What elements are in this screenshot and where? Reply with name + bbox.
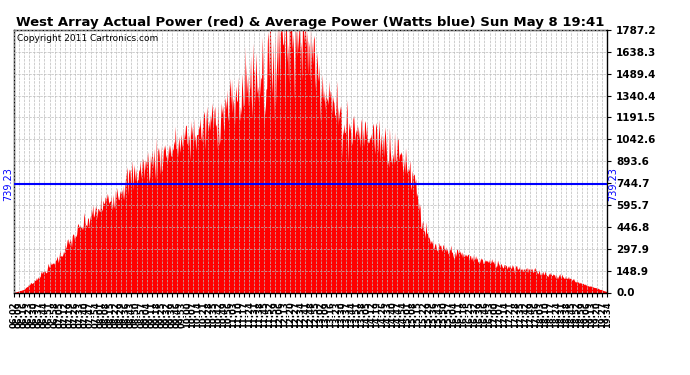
Text: Copyright 2011 Cartronics.com: Copyright 2011 Cartronics.com — [17, 34, 158, 43]
Title: West Array Actual Power (red) & Average Power (Watts blue) Sun May 8 19:41: West Array Actual Power (red) & Average … — [17, 16, 604, 29]
Text: 739.23: 739.23 — [608, 167, 618, 201]
Text: 739.23: 739.23 — [3, 167, 13, 201]
